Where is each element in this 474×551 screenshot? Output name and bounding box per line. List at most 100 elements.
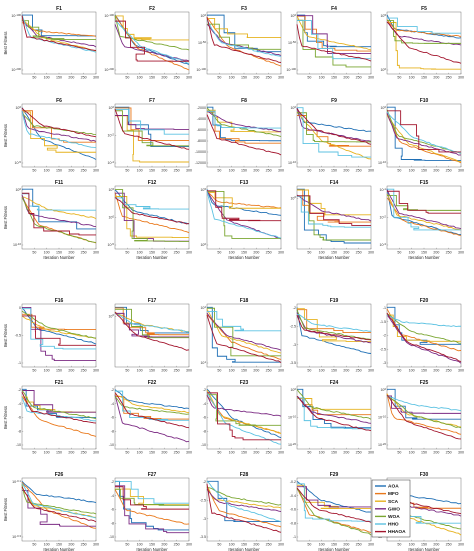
y-axis-label: Best Fitness (3, 31, 8, 54)
series-line-mfo (296, 487, 372, 534)
subplot-title: F11 (55, 180, 64, 186)
subplot-f25: F25 100 10-10 10-20 50 100 150 200 250 300 (378, 380, 464, 455)
y-tick-label: -3 (383, 361, 386, 365)
y-tick-label: 100 (290, 13, 296, 18)
subplot-title: F10 (420, 98, 429, 104)
series-line-gwo (387, 395, 461, 414)
plot-area (386, 103, 462, 168)
x-tick-label: 100 (229, 169, 235, 173)
x-tick-label: 100 (137, 251, 143, 255)
series-line-gwo (296, 107, 372, 142)
subplot-title: F25 (420, 380, 429, 386)
x-tick-label: 250 (446, 251, 452, 255)
x-tick-label: 300 (278, 251, 284, 255)
x-axis-label: Iteration Number (318, 547, 350, 551)
series-line-aoa (207, 480, 281, 523)
y-tick-label: 105 (200, 187, 206, 192)
subplot-title: F14 (330, 180, 339, 186)
y-tick-label: 10-50 (198, 40, 206, 45)
x-tick-label: 150 (149, 543, 155, 547)
series-line-woa (297, 195, 371, 241)
x-tick-label: 100 (44, 369, 50, 373)
x-tick-label: 200 (343, 169, 349, 173)
x-tick-label: 300 (368, 76, 374, 80)
y-tick-label: -2 (383, 334, 386, 338)
series-line-sca (206, 485, 282, 509)
plot-area (114, 385, 190, 450)
series-line-sca (297, 484, 371, 510)
x-axis-label: Iteration Number (228, 255, 260, 260)
series-line-sca (115, 115, 189, 163)
y-tick-label: -3.5 (200, 535, 206, 539)
x-tick-label: 200 (433, 369, 439, 373)
legend-label-woa: WOA (388, 514, 400, 520)
series-line-hhaoa (114, 197, 190, 225)
x-tick-label: 150 (241, 451, 247, 455)
x-tick-label: 200 (433, 76, 439, 80)
subplot-title: F28 (240, 472, 249, 478)
y-tick-label: -2.5 (380, 347, 386, 351)
subplot-f2: F2 10-100 10-200 50 100 150 200 250 300 (104, 6, 192, 80)
y-tick-label: -1 (383, 306, 386, 310)
subplot-title: F17 (148, 298, 157, 304)
series-line-hho (386, 111, 462, 154)
subplot-title: F24 (330, 380, 339, 386)
x-tick-label: 150 (149, 451, 155, 455)
legend-label-hho: HHO (388, 522, 399, 528)
y-tick-label: -6000 (197, 128, 206, 132)
series-line-hho (206, 191, 282, 239)
subplot-f18: F18 102 101 50 100 150 200 250 300 (200, 298, 284, 373)
series-line-woa (115, 308, 189, 339)
x-tick-label: 250 (266, 169, 272, 173)
y-tick-label: -12000 (195, 161, 206, 165)
subplot-title: F15 (420, 180, 429, 186)
y-tick-label: -0.5 (15, 334, 21, 338)
y-tick-label: 102 (200, 305, 206, 310)
x-tick-label: 100 (137, 543, 143, 547)
subplot-title: F23 (240, 380, 249, 386)
subplot-f13: F13 105 100 50 100 150 200 250 300 Iteration Numb… (200, 180, 284, 260)
plot-area (206, 303, 282, 368)
legend-label-gwo: GWO (388, 506, 400, 512)
y-tick-label: -2 (111, 388, 114, 392)
subplot-title: F19 (330, 298, 339, 304)
x-tick-label: 150 (149, 76, 155, 80)
x-tick-label: 250 (446, 76, 452, 80)
series-line-hhaoa (206, 483, 282, 533)
y-tick-label: -8 (111, 429, 114, 433)
subplot-f28: F28 -2 -2.5 -3 -3.5 50 100 150 200 250 300 Iteratio… (200, 472, 284, 551)
series-line-woa (387, 20, 461, 44)
subplot-f3: F3 100 10-50 10-100 50 100 150 200 250 300 (196, 6, 284, 80)
x-tick-label: 100 (409, 76, 415, 80)
x-tick-label: 100 (409, 169, 415, 173)
x-axis-label: Iteration Number (408, 547, 440, 551)
y-tick-label: 10-0.1 (12, 479, 21, 484)
series-line-mfo (386, 393, 462, 435)
x-tick-label: 100 (409, 251, 415, 255)
x-tick-label: 100 (44, 169, 50, 173)
y-tick-label: 10-100 (286, 67, 296, 72)
x-tick-label: 250 (174, 76, 180, 80)
x-tick-label: 150 (421, 451, 427, 455)
x-tick-label: 200 (433, 169, 439, 173)
legend-label-aoa: AOA (388, 484, 399, 490)
series-line-gwo (206, 110, 282, 133)
series-line-gwo (114, 24, 190, 62)
series-line-mfo (22, 313, 96, 331)
x-tick-label: 100 (229, 451, 235, 455)
x-tick-label: 200 (343, 76, 349, 80)
series-line-woa (297, 19, 371, 68)
subplot-f24: F24 100 10-10 10-20 50 100 150 200 250 300 (288, 380, 374, 455)
x-tick-label: 50 (125, 251, 129, 255)
series-line-woa (114, 396, 190, 415)
series-line-hho (115, 108, 189, 135)
series-line-hhaoa (206, 114, 282, 156)
y-tick-label: -8 (111, 521, 114, 525)
x-tick-label: 200 (68, 169, 74, 173)
x-tick-label: 150 (241, 369, 247, 373)
series-line-sca (21, 19, 97, 52)
plot-area (206, 185, 282, 250)
x-tick-label: 100 (229, 369, 235, 373)
series-line-hhaoa (22, 315, 96, 346)
